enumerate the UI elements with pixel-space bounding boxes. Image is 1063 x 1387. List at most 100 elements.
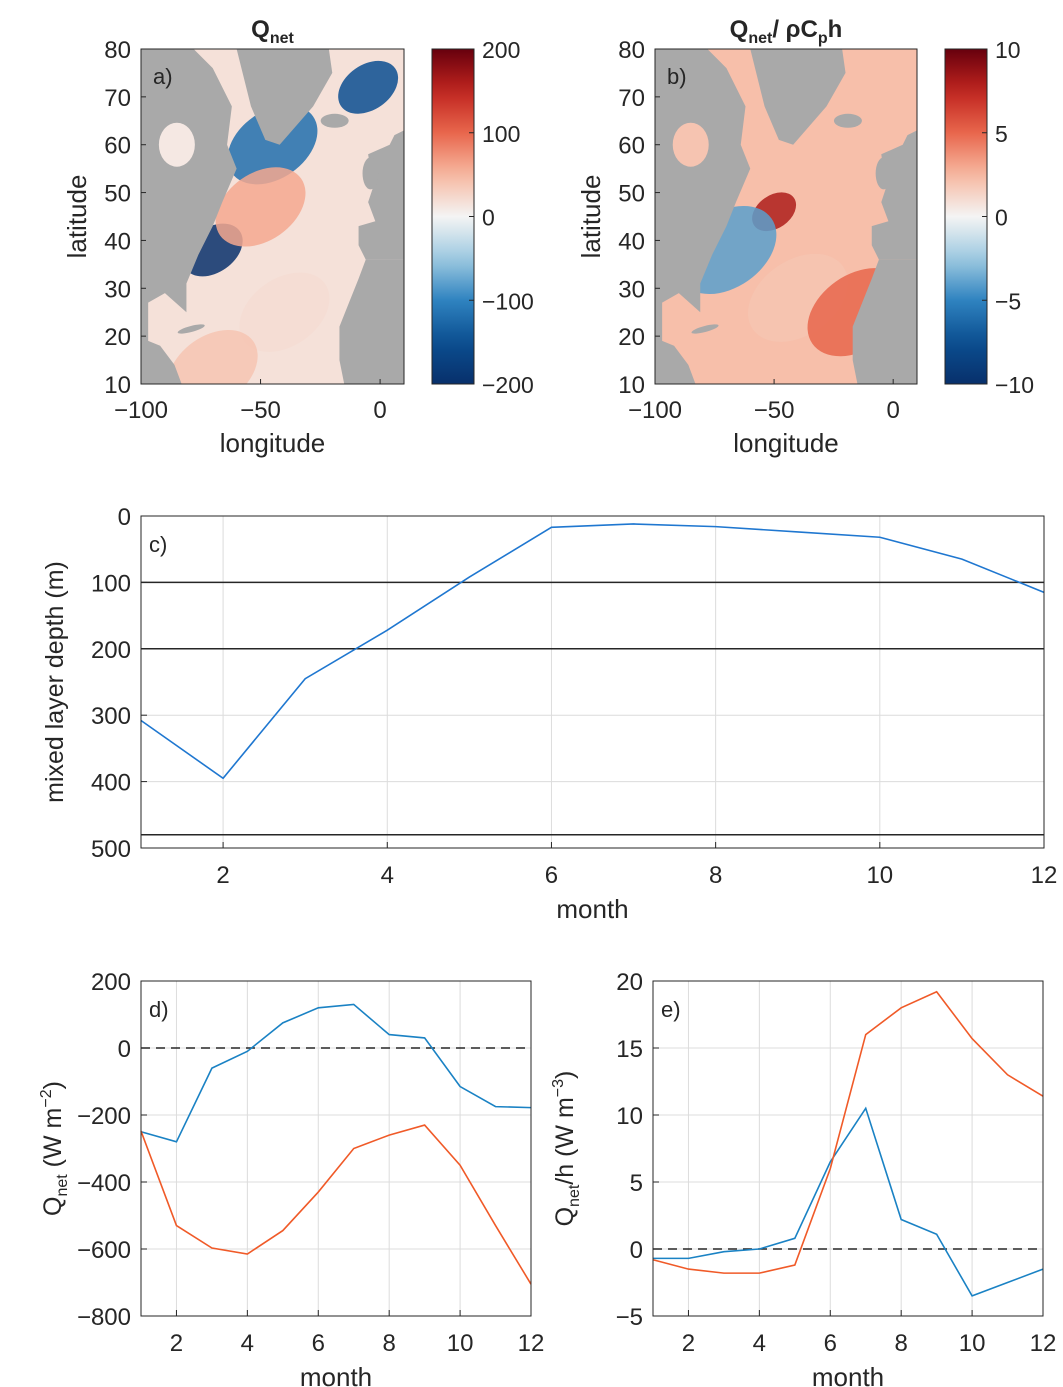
land-mass xyxy=(750,49,846,145)
y-tick-label: 200 xyxy=(91,637,131,664)
x-axis-label: longitude xyxy=(733,428,839,458)
y-tick-label: 10 xyxy=(616,1103,643,1130)
y-tick-label: 0 xyxy=(630,1237,643,1264)
y-tick-label: 40 xyxy=(104,228,131,255)
ocean-field xyxy=(141,49,404,384)
x-tick-label: 6 xyxy=(312,1330,325,1357)
title-part: net xyxy=(270,30,295,47)
y-tick-label: 30 xyxy=(104,276,131,303)
panel-label: e) xyxy=(661,997,681,1022)
y-tick-label: 300 xyxy=(91,703,131,730)
series-line-1 xyxy=(653,1106,1044,1297)
label-part: net xyxy=(54,1174,71,1197)
y-tick-label: 30 xyxy=(618,276,645,303)
y-tick-label: 50 xyxy=(104,181,131,208)
colorbar xyxy=(431,48,475,385)
panel-label: d) xyxy=(149,997,169,1022)
x-axis-label: longitude xyxy=(220,428,326,458)
x-tick-label: −100 xyxy=(628,397,682,424)
line-panel-e: 2 4 6 8 10 12 20 15 10 5 0 −5 month Qnet/h (W m−3) e) xyxy=(550,969,1056,1387)
series-line-1 xyxy=(140,1003,532,1143)
y-tick-label: 20 xyxy=(616,969,643,996)
x-tick-label: −100 xyxy=(114,397,168,424)
label-part: −3 xyxy=(550,1079,567,1097)
title-part: Q xyxy=(251,16,270,43)
x-tick-label: 12 xyxy=(1031,862,1058,889)
y-axis-label: latitude xyxy=(576,175,606,259)
map-panel-a: −100 −50 0 10 20 30 40 50 60 70 80 longitude latitud… xyxy=(62,16,534,458)
x-tick-label: 8 xyxy=(709,862,722,889)
land-mass xyxy=(177,324,205,334)
series-line-1 xyxy=(140,523,1045,780)
axes-frame xyxy=(140,980,532,1317)
y-tick-label: 200 xyxy=(91,969,131,996)
panel-title: Qnet xyxy=(251,16,294,47)
label-part: net xyxy=(566,1184,583,1207)
y-tick-label: 20 xyxy=(618,324,645,351)
series-line-2 xyxy=(140,1124,532,1285)
x-tick-label: 12 xyxy=(1030,1330,1057,1357)
colorbar-tick-label: 100 xyxy=(482,121,520,147)
x-tick-label: 4 xyxy=(753,1330,766,1357)
panel-label: a) xyxy=(153,64,173,89)
line-panel-c: 2 4 6 8 10 12 0 100 200 300 400 500 month mixed layer… xyxy=(41,504,1057,924)
land-mass xyxy=(236,49,333,145)
x-tick-label: 12 xyxy=(518,1330,545,1357)
x-tick-label: −50 xyxy=(754,397,795,424)
x-tick-label: 2 xyxy=(216,862,229,889)
label-part: ) xyxy=(39,1081,67,1089)
y-tick-label: 10 xyxy=(104,372,131,399)
x-axis-label: month xyxy=(300,1362,372,1387)
title-part: / ρC xyxy=(772,16,818,43)
y-tick-label: 20 xyxy=(104,324,131,351)
land-mass xyxy=(871,49,917,260)
y-tick-label: −5 xyxy=(616,1304,643,1331)
x-tick-label: 2 xyxy=(170,1330,183,1357)
y-tick-label: 80 xyxy=(618,37,645,64)
y-tick-label: 80 xyxy=(104,37,131,64)
title-part: Q xyxy=(730,16,749,43)
colorbar-tick-label: 10 xyxy=(995,37,1021,63)
x-tick-label: 6 xyxy=(545,862,558,889)
y-tick-label: 500 xyxy=(91,836,131,863)
x-tick-label: 10 xyxy=(447,1330,474,1357)
label-part: /h (W m xyxy=(551,1097,579,1185)
title-part: p xyxy=(818,30,828,47)
axes-frame xyxy=(654,48,918,385)
field-feature xyxy=(338,60,399,114)
panel-title: Qnet/ ρCph xyxy=(730,16,843,47)
colorbar-tick-label: 200 xyxy=(482,37,520,63)
colorbar-tick-label: −100 xyxy=(482,288,534,314)
colorbar-tick-label: 0 xyxy=(482,205,495,231)
y-tick-label: 0 xyxy=(118,504,131,531)
y-tick-label: 70 xyxy=(104,85,131,112)
x-tick-label: 10 xyxy=(959,1330,986,1357)
y-axis-label: latitude xyxy=(62,175,92,259)
land-mass xyxy=(358,49,404,260)
y-tick-label: 0 xyxy=(118,1036,131,1063)
y-tick-label: 5 xyxy=(630,1170,643,1197)
x-tick-label: 2 xyxy=(682,1330,695,1357)
colorbar-tick-label: 5 xyxy=(995,121,1008,147)
label-part: Q xyxy=(39,1197,67,1216)
land-mass xyxy=(339,259,404,384)
colorbar xyxy=(944,48,988,385)
title-part: h xyxy=(828,16,843,43)
colorbar-tick-label: −10 xyxy=(995,372,1034,398)
y-tick-label: 60 xyxy=(104,133,131,160)
label-part: ) xyxy=(551,1071,579,1079)
y-tick-label: 50 xyxy=(618,181,645,208)
axes-frame xyxy=(140,515,1045,849)
y-axis-label: Qnet/h (W m−3) xyxy=(550,1071,583,1227)
axes-frame xyxy=(140,48,405,385)
y-axis-label: Qnet (W m−2) xyxy=(38,1081,71,1216)
x-tick-label: 8 xyxy=(383,1330,396,1357)
field-feature xyxy=(215,167,306,247)
x-axis-label: month xyxy=(556,894,628,924)
x-tick-label: 8 xyxy=(895,1330,908,1357)
field-feature xyxy=(239,272,330,352)
line-panel-d: 2 4 6 8 10 12 200 0 −200 −400 −600 −800 month Qnet (W… xyxy=(38,969,544,1387)
x-tick-label: 4 xyxy=(381,862,394,889)
title-part: net xyxy=(748,30,773,47)
